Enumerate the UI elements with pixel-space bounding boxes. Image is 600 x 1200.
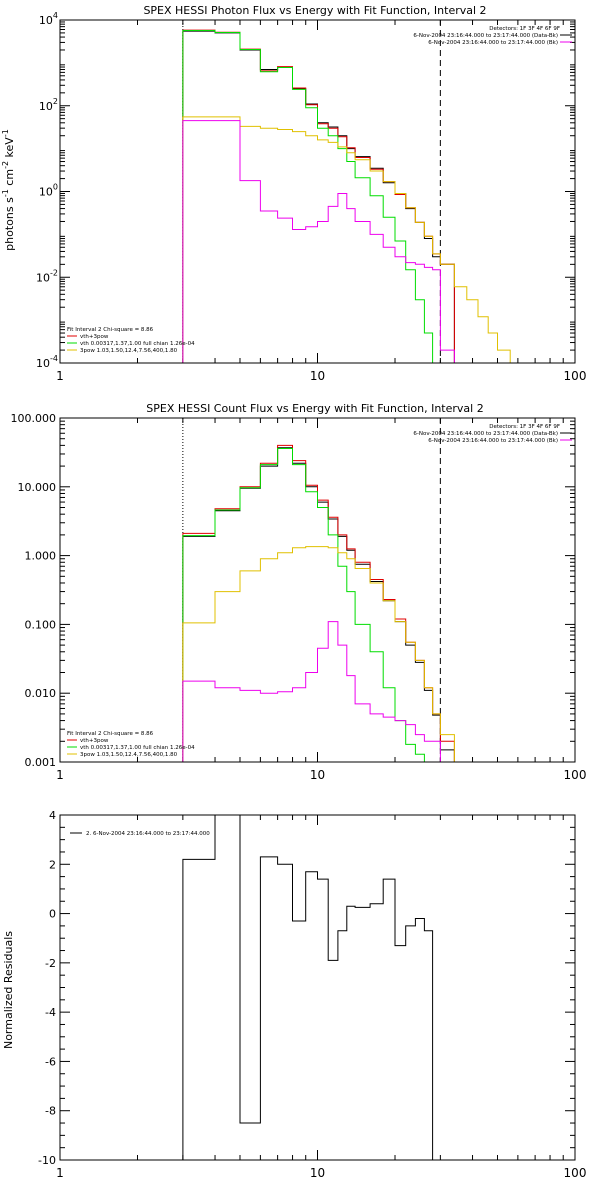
y-tick-label: 10.000 xyxy=(18,481,57,494)
x-tick-label: 100 xyxy=(564,369,587,383)
count-flux-panel: SPEX HESSI Count Flux vs Energy with Fit… xyxy=(11,402,587,782)
legend-residual: 2. 6-Nov-2004 23:16:44.000 to 23:17:44.0… xyxy=(86,831,210,837)
y-tick-label: 4 xyxy=(49,809,56,822)
series-vth-3pow xyxy=(182,29,455,363)
count-flux-axes: 1 10 100 0.001 0.010 0.100 1.000 10.000 100.000 xyxy=(11,412,587,782)
series-vth xyxy=(182,448,441,763)
y-tick-label: 0.100 xyxy=(25,618,57,631)
photon-flux-title: SPEX HESSI Photon Flux vs Energy with Fi… xyxy=(143,4,486,17)
x-tick-label: 1 xyxy=(56,369,64,383)
y-tick-label: 2 xyxy=(49,858,56,871)
y-tick-label: 10-4 xyxy=(36,354,58,370)
residuals-axes: 1 10 100 4 2 0 -2 -4 -6 -8 -10 xyxy=(38,809,586,1180)
x-tick-label: 100 xyxy=(564,1166,587,1180)
series-data-bk xyxy=(182,30,455,363)
y-tick-label: -6 xyxy=(45,1055,56,1068)
photon-flux-series xyxy=(182,29,511,364)
x-tick-label: 10 xyxy=(310,768,325,782)
residuals-legend: 2. 6-Nov-2004 23:16:44.000 to 23:17:44.0… xyxy=(70,831,210,837)
residuals-ylabel: Normalized Residuals xyxy=(2,931,15,1049)
count-flux-range-markers xyxy=(182,418,441,762)
count-flux-legend-bottom: Fit Interval 2 Chi-square = 8.86 vth+3po… xyxy=(67,731,195,758)
legend-bk: 6-Nov-2004 23:16:44.000 to 23:17:44.000 … xyxy=(428,40,558,46)
x-tick-label: 10 xyxy=(310,1166,325,1180)
photon-flux-plot-frame xyxy=(59,19,576,364)
residuals-series xyxy=(182,814,434,1160)
count-flux-plot-frame xyxy=(59,417,576,763)
photon-flux-axes: 1 10 100 10-4 10-2 100 102 104 xyxy=(36,11,586,383)
y-tick-label: 0.010 xyxy=(25,687,57,700)
photon-flux-range-markers xyxy=(182,20,441,363)
legend-fit-interval: Fit Interval 2 Chi-square = 8.86 xyxy=(67,327,154,333)
residuals-panel: Normalized Residuals 1 10 100 4 2 0 -2 -4 -6 -8 -1… xyxy=(2,809,586,1180)
x-tick-label: 100 xyxy=(564,768,587,782)
photon-flux-panel: SPEX HESSI Photon Flux vs Energy with Fi… xyxy=(1,4,586,383)
photon-flux-legend-bottom: Fit Interval 2 Chi-square = 8.86 vth+3po… xyxy=(67,327,195,354)
series-bk xyxy=(182,621,455,763)
legend-bk: 6-Nov-2004 23:16:44.000 to 23:17:44.000 … xyxy=(428,438,558,444)
legend-vth: vth 0.00317,1.37,1.00 full chian 1.26e-0… xyxy=(80,341,195,347)
x-tick-label: 1 xyxy=(56,1166,64,1180)
series-vth xyxy=(182,30,455,364)
y-tick-label: 0.001 xyxy=(25,756,57,769)
series-3pow xyxy=(182,546,455,762)
legend-3pow: 3pow 1.03,1.50,12.4,7.56,400,1.80 xyxy=(80,348,178,354)
photon-flux-ylabel: photons s-1 cm-2 keV-1 xyxy=(1,129,16,251)
series-data-bk xyxy=(182,447,455,762)
legend-vth3pow: vth+3pow xyxy=(80,334,109,340)
photon-flux-legend-top: Detectors: 1F 3F 4F 6F 9F 6-Nov-2004 23:… xyxy=(413,26,572,46)
count-flux-legend-top: Detectors: 1F 3F 4F 6F 9F 6-Nov-2004 23:… xyxy=(413,424,572,444)
y-tick-label: 0 xyxy=(49,908,56,921)
y-tick-label: -2 xyxy=(45,957,56,970)
series-vth-3pow xyxy=(182,444,455,762)
legend-data-bk: 6-Nov-2004 23:16:44.000 to 23:17:44.000 … xyxy=(413,33,558,39)
y-tick-label: 100.000 xyxy=(11,412,57,425)
series-bk xyxy=(182,120,455,363)
legend-3pow: 3pow 1.03,1.50,12.4,7.56,400,1.80 xyxy=(80,752,178,758)
x-tick-label: 1 xyxy=(56,768,64,782)
series-2-6-nov-2004-23-16-44-000-to-23-17-44-000 xyxy=(182,814,434,1160)
legend-detectors: Detectors: 1F 3F 4F 6F 9F xyxy=(489,26,560,32)
x-tick-label: 10 xyxy=(310,369,325,383)
y-tick-label: 100 xyxy=(39,183,58,199)
count-flux-series xyxy=(182,444,455,763)
legend-vth: vth 0.00317,1.37,1.00 full chian 1.26e-0… xyxy=(80,745,195,751)
legend-fit-interval: Fit Interval 2 Chi-square = 8.86 xyxy=(67,731,154,737)
y-tick-label: -10 xyxy=(38,1154,56,1167)
y-tick-label: -8 xyxy=(45,1105,56,1118)
y-tick-label: 104 xyxy=(39,11,58,27)
y-tick-label: -4 xyxy=(45,1006,56,1019)
residuals-plot-frame xyxy=(59,814,576,1161)
legend-data-bk: 6-Nov-2004 23:16:44.000 to 23:17:44.000 … xyxy=(413,431,558,437)
legend-vth3pow: vth+3pow xyxy=(80,738,109,744)
legend-detectors: Detectors: 1F 3F 4F 6F 9F xyxy=(489,424,560,430)
y-tick-label: 10-2 xyxy=(36,268,58,284)
y-tick-label: 1.000 xyxy=(25,550,57,563)
series-3pow xyxy=(182,116,511,363)
y-tick-label: 102 xyxy=(39,97,58,113)
count-flux-title: SPEX HESSI Count Flux vs Energy with Fit… xyxy=(146,402,483,415)
